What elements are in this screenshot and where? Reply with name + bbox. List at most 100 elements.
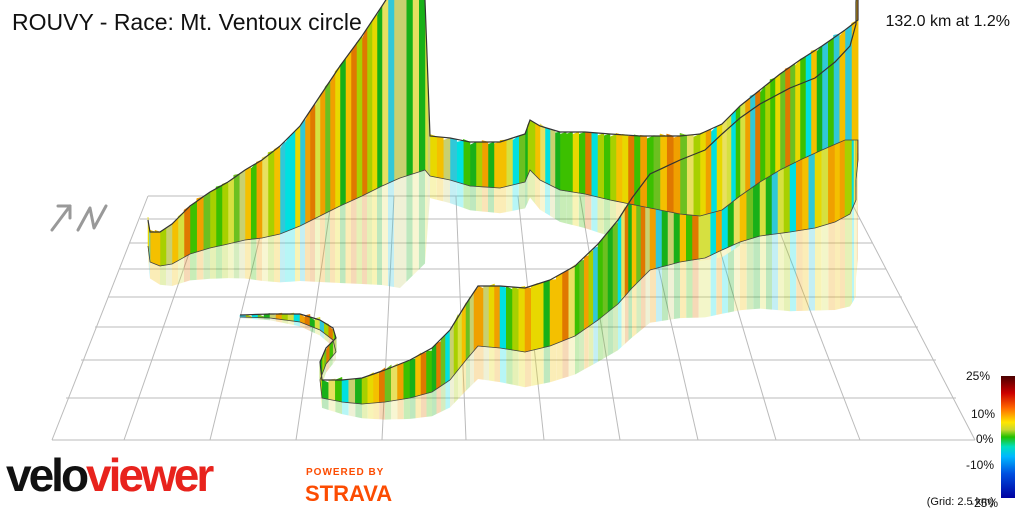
profile-segment xyxy=(554,131,561,191)
profile-segment xyxy=(568,264,576,339)
profile-segment xyxy=(579,259,585,334)
profile-segment-reflection xyxy=(432,389,437,417)
profile-segment xyxy=(529,119,536,176)
profile-segment xyxy=(415,352,422,397)
profile-segment xyxy=(261,154,269,239)
profile-segment xyxy=(833,33,840,146)
profile-segment xyxy=(524,287,532,353)
profile-segment xyxy=(574,262,580,337)
profile-segment-reflection xyxy=(445,380,450,410)
profile-segment xyxy=(518,285,526,353)
profile-segment-reflection xyxy=(216,245,222,279)
profile-segment xyxy=(267,150,275,237)
profile-segment-reflection xyxy=(753,236,760,310)
profile-segment-reflection xyxy=(351,198,357,284)
profile-segment-reflection xyxy=(656,266,662,322)
profile-segment-reflection xyxy=(716,250,722,315)
profile-segment-reflection xyxy=(443,178,450,204)
profile-segment-reflection xyxy=(828,222,835,311)
profile-segment xyxy=(293,313,301,323)
profile-segment xyxy=(436,136,444,179)
profile-segment-reflection xyxy=(377,186,382,285)
profile-segment xyxy=(653,135,661,211)
profile-segment xyxy=(543,279,551,348)
profile-segment-reflection xyxy=(310,218,315,282)
profile-segment-reflection xyxy=(808,228,815,311)
profile-segment-reflection xyxy=(680,261,687,319)
profile-segment-reflection xyxy=(584,326,589,370)
profile-segment xyxy=(196,196,204,253)
profile-segment xyxy=(588,249,594,327)
logo-velo: velo xyxy=(6,449,89,501)
route-ground-trace xyxy=(147,139,859,405)
profile-segment-reflection xyxy=(294,321,300,327)
profile-segment xyxy=(534,123,541,181)
profile-segment xyxy=(284,135,291,233)
profile-segment-reflection xyxy=(746,238,754,310)
profile-segment xyxy=(371,12,378,192)
profile-segment-reflection xyxy=(322,398,329,410)
profile-segment xyxy=(159,227,167,267)
profile-segment-reflection xyxy=(784,232,790,312)
profile-segment xyxy=(381,0,389,187)
profile-segment-reflection xyxy=(355,403,362,419)
profile-segment-reflection xyxy=(856,166,858,272)
profile-segment-reflection xyxy=(426,392,432,417)
profile-segment-reflection xyxy=(603,312,608,359)
profile-segment-reflection xyxy=(430,176,437,200)
profile-segment xyxy=(609,134,617,202)
grid-scale-note: (Grid: 2.5 km) xyxy=(926,496,994,508)
profile-segment-reflection xyxy=(530,170,535,204)
profile-segment-reflection xyxy=(494,347,500,383)
legend-label-25: 25% xyxy=(966,369,991,383)
profile-segment-reflection xyxy=(478,346,484,380)
profile-segment-reflection xyxy=(500,186,507,214)
veloviewer-logo[interactable]: veloviewer xyxy=(6,449,214,501)
profile-segment-reflection xyxy=(835,219,840,310)
strava-logo[interactable]: STRAVA xyxy=(305,481,393,506)
profile-segment-reflection xyxy=(268,235,274,282)
profile-segment-reflection xyxy=(525,176,528,209)
profile-segment xyxy=(789,62,796,166)
profile-segment xyxy=(373,373,380,404)
profile-segment-reflection xyxy=(421,393,427,418)
profile-segment xyxy=(487,141,495,188)
profile-segment xyxy=(769,77,776,177)
profile-segment xyxy=(799,56,806,161)
profile-segment xyxy=(324,80,331,214)
profile-segment-reflection xyxy=(518,182,525,210)
profile-segment xyxy=(512,135,519,186)
profile-segment xyxy=(250,162,257,240)
profile-segment-reflection xyxy=(494,187,500,214)
profile-segment xyxy=(624,202,629,297)
profile-segment-reflection xyxy=(572,192,579,227)
profile-segment-reflection xyxy=(450,375,454,408)
profile-segment xyxy=(602,231,609,317)
profile-segment-reflection xyxy=(597,197,604,235)
profile-segment xyxy=(699,131,706,217)
profile-segment-reflection xyxy=(324,333,329,343)
legend-label-0: 0% xyxy=(976,432,994,446)
profile-segment xyxy=(209,188,217,249)
route-stats: 132.0 km at 1.2% xyxy=(885,13,1010,30)
profile-segment xyxy=(426,350,433,394)
profile-segment xyxy=(518,133,526,184)
profile-segment xyxy=(612,221,619,309)
profile-segment-reflection xyxy=(662,265,668,321)
profile-segment-reflection xyxy=(621,296,625,348)
profile-segment xyxy=(449,138,457,183)
compass xyxy=(44,198,110,239)
profile-segment xyxy=(314,95,321,219)
profile-segment xyxy=(453,314,459,376)
profile-segment-reflection xyxy=(489,347,495,382)
profile-segment xyxy=(341,379,349,403)
profile-segment xyxy=(304,110,311,224)
profile-segment-reflection xyxy=(367,191,372,285)
profile-segment-reflection xyxy=(603,198,610,237)
profile-segment-reflection xyxy=(425,170,428,264)
profile-segment xyxy=(361,28,368,197)
profile-segment-reflection xyxy=(566,191,573,225)
profile-segment-reflection xyxy=(385,401,392,420)
profile-segment-reflection xyxy=(470,350,474,387)
